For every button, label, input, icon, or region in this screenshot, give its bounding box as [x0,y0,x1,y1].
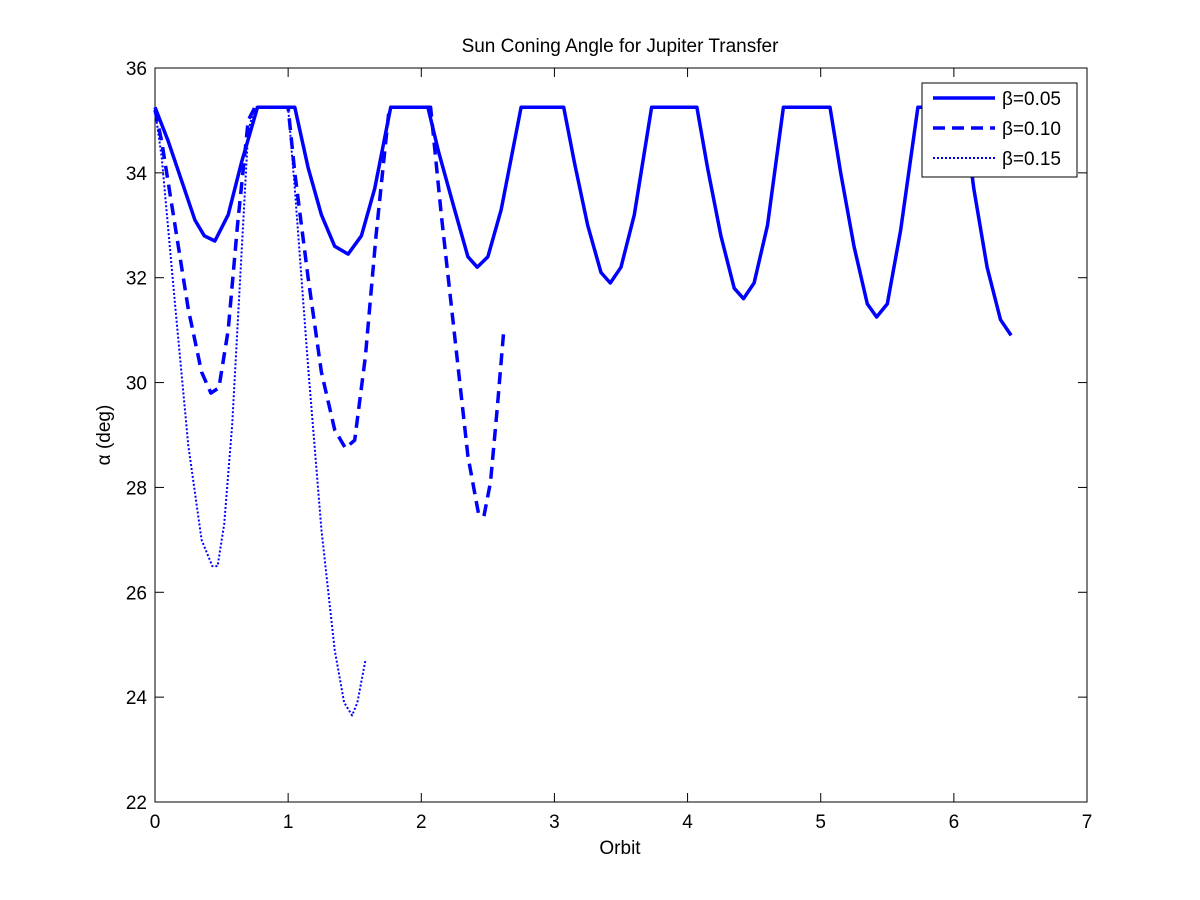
x-tick-label: 6 [949,812,960,833]
y-tick-label: 30 [126,374,147,395]
y-tick-label: 24 [126,688,148,709]
legend-label-3: β=0.15 [1002,149,1061,170]
x-tick-label: 7 [1082,812,1093,833]
y-tick-label: 28 [126,478,147,499]
series-line-3 [154,106,367,717]
y-tick-label: 22 [126,793,147,814]
legend-label-2: β=0.10 [1002,119,1061,140]
x-tick-label: 4 [682,812,693,833]
y-tick-label: 32 [126,269,147,290]
y-tick-label: 34 [126,164,148,185]
x-tick-label: 0 [150,812,161,833]
y-axis-label: α (deg) [94,405,115,466]
x-axis-label: Orbit [599,838,641,859]
y-tick-label: 26 [126,583,147,604]
chart-title: Sun Coning Angle for Jupiter Transfer [462,36,780,57]
x-tick-label: 1 [283,812,294,833]
x-tick-label: 3 [549,812,560,833]
plot-area-frame [154,67,1088,803]
x-tick-label: 2 [416,812,427,833]
series-line-2 [153,105,506,519]
y-tick-label: 36 [126,59,147,80]
legend: β=0.05 β=0.10 β=0.15 [921,82,1078,178]
x-tick-label: 5 [815,812,826,833]
legend-label-1: β=0.05 [1002,89,1061,110]
series-lines [153,105,1013,717]
series-line-1 [153,105,1013,337]
